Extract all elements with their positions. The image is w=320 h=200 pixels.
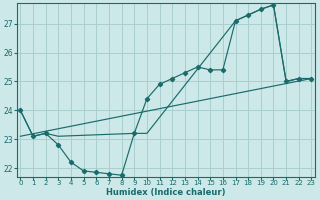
X-axis label: Humidex (Indice chaleur): Humidex (Indice chaleur) xyxy=(106,188,226,197)
